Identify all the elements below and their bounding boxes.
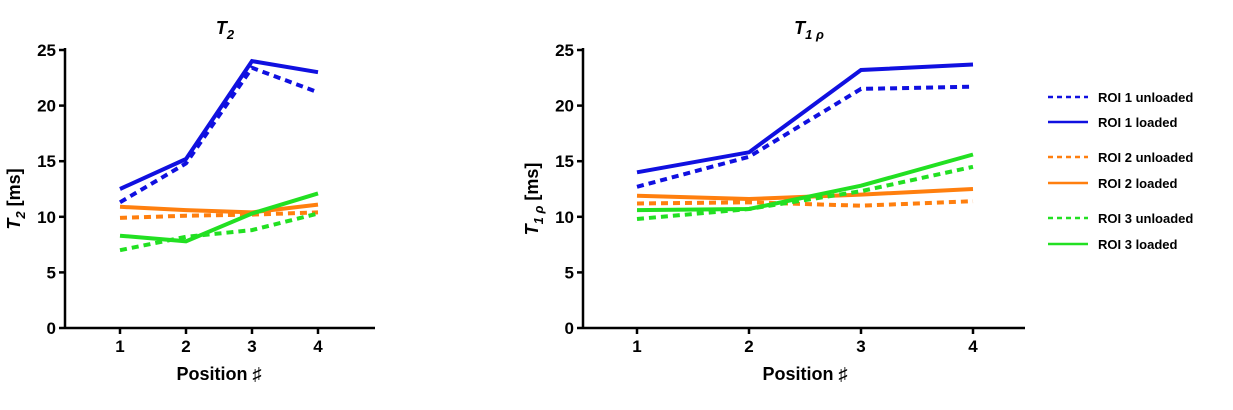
chart-title-main: T	[216, 18, 229, 38]
series-line-roi-3-loaded	[636, 152, 974, 213]
series-line-roi-1-unloaded	[636, 84, 974, 189]
y-axis-label: T1 ρ [ms]	[522, 163, 546, 236]
x-axis-label: Position ♯	[763, 364, 848, 384]
series-line-roi-1-unloaded	[118, 65, 319, 205]
y-axis-label-unit: [ms]	[4, 168, 24, 211]
series-line-roi-3-loaded	[119, 191, 319, 244]
series-line-roi-2-loaded	[119, 202, 319, 215]
x-axis-label: Position ♯	[177, 364, 262, 384]
y-axis-label-main: T	[522, 222, 542, 235]
x-tick-label: 2	[181, 337, 190, 356]
legend-label-roi-3-loaded: ROI 3 loaded	[1098, 237, 1178, 252]
legend-label-roi-3-unloaded: ROI 3 unloaded	[1098, 211, 1193, 226]
x-tick-label: 2	[744, 337, 753, 356]
y-tick-label: 0	[565, 319, 574, 338]
y-axis-label-sub: 1 ρ	[531, 206, 546, 225]
chart-title: T2	[216, 18, 235, 42]
series-line-roi-1-loaded	[636, 62, 974, 175]
x-tick-label: 3	[247, 337, 256, 356]
chart-title-sub: 2	[226, 27, 235, 42]
legend-label-roi-1-unloaded: ROI 1 unloaded	[1098, 90, 1193, 105]
y-tick-label: 25	[37, 41, 56, 60]
y-tick-label: 20	[37, 97, 56, 116]
series-line-roi-3-unloaded	[119, 211, 319, 253]
series-line-roi-2-unloaded	[119, 210, 319, 220]
y-axis-label-main: T	[4, 217, 24, 230]
legend-label-roi-2-unloaded: ROI 2 unloaded	[1098, 150, 1193, 165]
chart-title-main: T	[794, 18, 807, 38]
y-tick-label: 25	[555, 41, 574, 60]
y-tick-label: 20	[555, 97, 574, 116]
x-tick-label: 1	[115, 337, 124, 356]
y-tick-label: 0	[47, 319, 56, 338]
x-tick-label: 4	[968, 337, 978, 356]
x-tick-label: 4	[313, 337, 323, 356]
chart-title-sub: 1 ρ	[805, 27, 824, 42]
legend: ROI 1 unloaded ROI 1 loaded ROI 2 unloaded…	[1048, 90, 1193, 252]
y-tick-label: 5	[565, 263, 574, 282]
y-tick-label: 15	[555, 152, 574, 171]
chart-title: T1 ρ	[794, 18, 824, 42]
series-line-roi-2-unloaded	[636, 199, 974, 208]
y-axis-label-unit: [ms]	[522, 163, 542, 206]
legend-label-roi-1-loaded: ROI 1 loaded	[1098, 115, 1178, 130]
y-tick-label: 10	[555, 208, 574, 227]
x-tick-label: 3	[856, 337, 865, 356]
y-tick-label: 15	[37, 152, 56, 171]
y-tick-label: 5	[47, 263, 56, 282]
series-line-roi-3-unloaded	[636, 164, 974, 221]
y-axis-label-sub: 2	[13, 211, 28, 220]
series-line-roi-1-loaded	[119, 58, 319, 191]
legend-label-roi-2-loaded: ROI 2 loaded	[1098, 176, 1178, 191]
y-tick-label: 10	[37, 208, 56, 227]
x-tick-label: 1	[632, 337, 641, 356]
y-axis-label: T2 [ms]	[4, 168, 28, 229]
